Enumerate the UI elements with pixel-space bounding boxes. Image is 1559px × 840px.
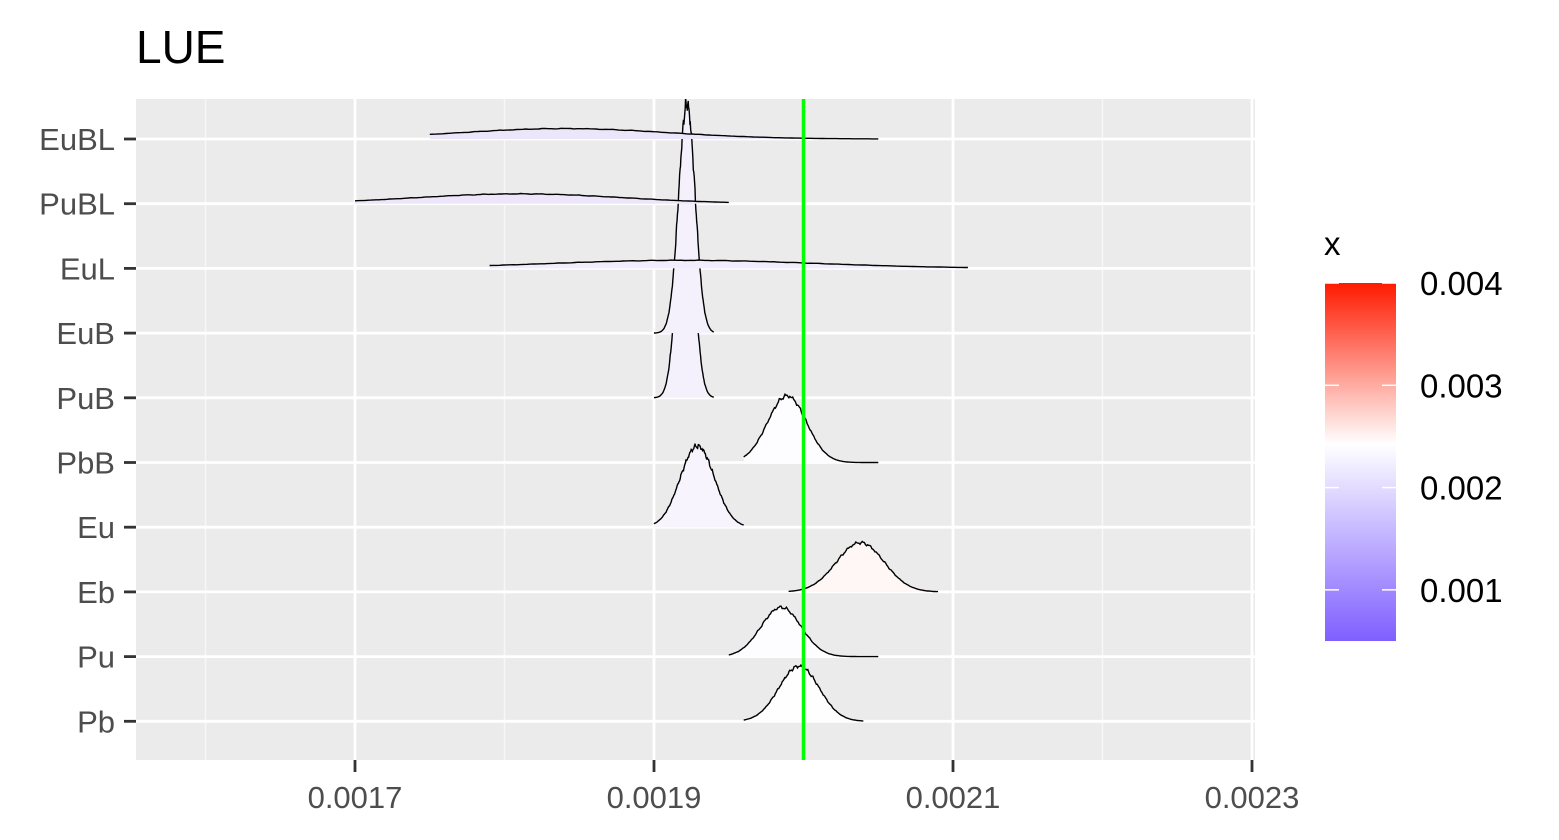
ridge-line-EuB	[654, 99, 715, 334]
ridge-fill-EuBL	[429, 128, 879, 139]
x-tick-label: 0.0021	[906, 780, 1001, 815]
ridge-line-Eu	[653, 443, 744, 526]
legend: x 0.004 0.003 0.002 0.001	[1324, 225, 1503, 641]
ridge-fill-PbB	[743, 394, 879, 463]
y-tick-label: PuB	[56, 381, 115, 416]
ridge-line-PbB	[743, 392, 879, 464]
y-tick-label: Eb	[77, 575, 115, 610]
y-tick-label: Eu	[77, 510, 115, 545]
ridge-fill-Eu	[654, 443, 744, 528]
ridge-fill-EuB	[654, 99, 714, 334]
ridge-fill-Eb	[788, 541, 938, 592]
y-tick-label: EuBL	[39, 122, 115, 157]
y-tick-label: EuB	[56, 316, 115, 351]
legend-colorbar	[1325, 283, 1396, 641]
chart-title: LUE	[136, 21, 225, 73]
legend-label: 0.004	[1420, 265, 1503, 302]
legend-label: 0.003	[1420, 367, 1503, 404]
legend-ticks: 0.004 0.003 0.002 0.001	[1325, 265, 1503, 609]
ridge-line-PuBL	[354, 192, 729, 204]
x-tick-label: 0.0017	[308, 780, 403, 815]
x-axis: 0.0017 0.0019 0.0021 0.0023	[308, 760, 1300, 815]
legend-title: x	[1324, 225, 1341, 262]
y-tick-label: Pu	[77, 640, 115, 675]
y-tick-label: EuL	[60, 251, 115, 286]
legend-label: 0.002	[1420, 470, 1503, 507]
legend-label: 0.001	[1420, 572, 1503, 609]
ridge-line-EuL	[489, 259, 968, 269]
y-tick-label: PuBL	[39, 187, 115, 222]
ridge-line-Eb	[788, 540, 938, 593]
y-tick-label: Pb	[77, 704, 115, 739]
y-axis: EuBL PuBL EuL EuB PuB PbB Eu Eb Pu Pb	[39, 122, 136, 739]
x-tick-label: 0.0023	[1205, 780, 1300, 815]
x-tick-label: 0.0019	[607, 780, 702, 815]
y-tick-label: PbB	[56, 446, 115, 481]
